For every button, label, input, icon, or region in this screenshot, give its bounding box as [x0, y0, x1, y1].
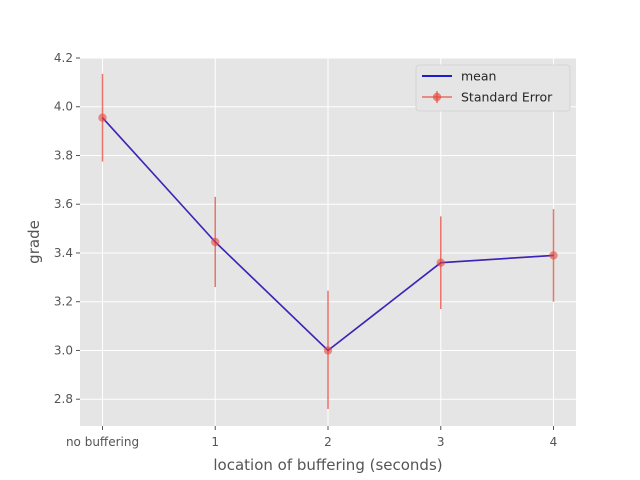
y-tick-label: 3.6: [54, 197, 73, 211]
y-tick-label: 4.0: [54, 100, 73, 114]
legend: mean Standard Error: [415, 64, 571, 112]
y-tick-label: 3.8: [54, 148, 73, 162]
error-markers: [98, 113, 558, 355]
legend-se-marker: [432, 92, 442, 102]
legend-box: [415, 64, 571, 112]
legend-se-label: Standard Error: [461, 90, 553, 105]
x-tick-label: no buffering: [66, 435, 139, 449]
legend-mean-label: mean: [461, 69, 496, 84]
y-tick-label: 4.2: [54, 51, 73, 65]
y-axis-label: grade: [25, 220, 43, 264]
x-tick-label: 3: [437, 435, 445, 449]
error-marker: [549, 251, 558, 260]
x-tick-label: 1: [211, 435, 219, 449]
y-tick-label: 3.4: [54, 246, 73, 260]
error-marker: [436, 258, 445, 267]
x-tick-label: 2: [324, 435, 332, 449]
error-marker: [323, 346, 333, 355]
y-tick-label: 3.2: [54, 295, 73, 309]
y-tick-labels: 2.8 3.0 3.2 3.4 3.6 3.8 4.0 4.2: [54, 51, 80, 406]
error-marker: [98, 113, 107, 122]
y-tick-label: 2.8: [54, 392, 73, 406]
x-axis-label: location of buffering (seconds): [213, 456, 442, 474]
error-marker: [211, 237, 220, 247]
x-tick-label: 4: [550, 435, 558, 449]
x-tick-labels: no buffering 1 2 3 4: [66, 426, 557, 449]
y-tick-label: 3.0: [54, 343, 73, 357]
